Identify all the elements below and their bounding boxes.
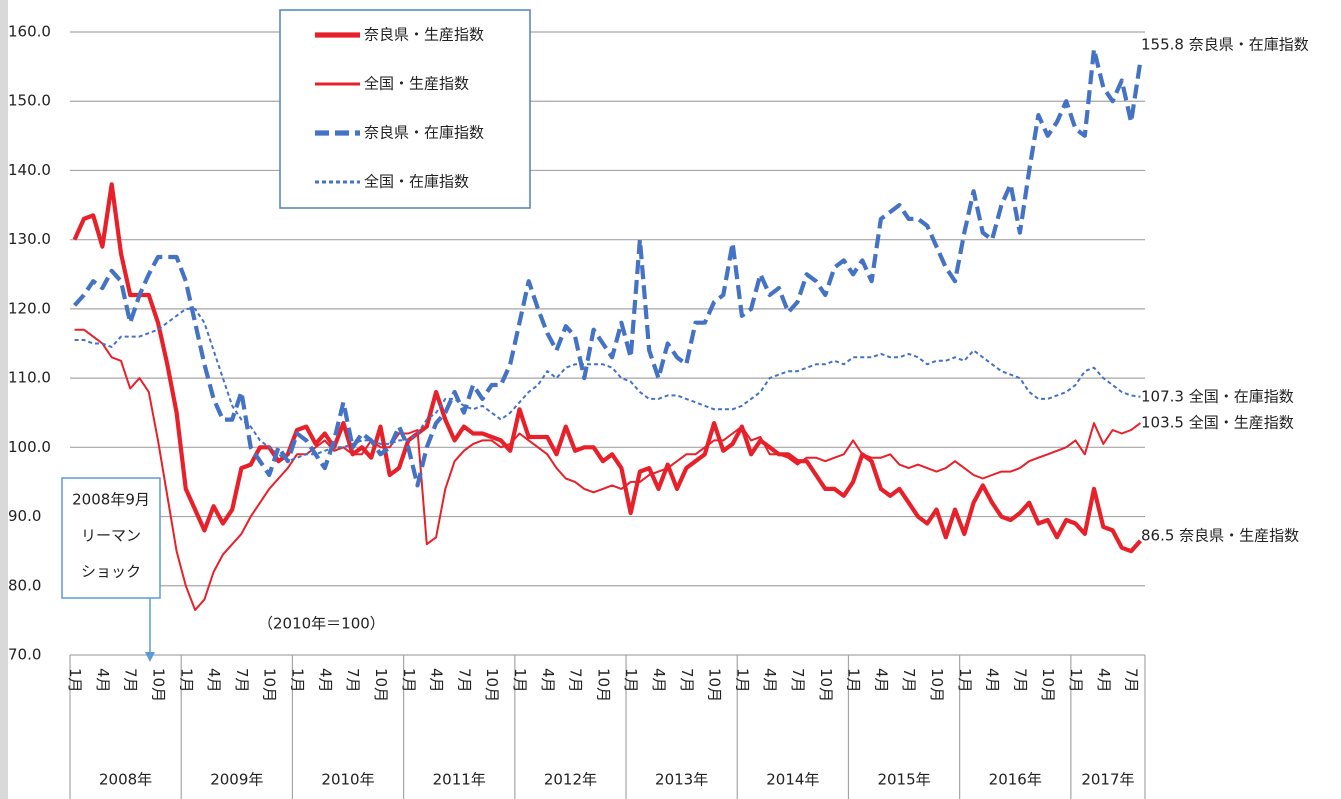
x-tick-label: 10月 [706,668,724,702]
x-tick-label: 4月 [1095,668,1113,693]
y-tick-label: 130.0 [8,230,51,248]
year-label: 2013年 [655,771,708,789]
legend-label: 奈良県・在庫指数 [364,124,484,142]
x-tick-label: 1月 [177,668,195,693]
base-note: （2010年＝100） [258,615,385,633]
y-tick-label: 140.0 [8,161,51,179]
labels: 70.0 80.0 90.0 100.0 110.0 120.0 130.0 140.0 150… [8,23,1309,789]
legend-box [279,9,531,209]
x-tick-label: 7月 [1011,668,1029,693]
y-tick-label: 120.0 [8,299,51,317]
end-label: 86.5 奈良県・生産指数 [1141,526,1299,544]
x-tick-label: 4月 [984,668,1002,693]
year-label: 2014年 [766,771,819,789]
x-tick-label: 1月 [511,668,529,693]
year-label: 2008年 [99,771,152,789]
end-label: 107.3 全国・在庫指数 [1141,387,1294,405]
year-label: 2009年 [210,771,263,789]
x-tick-label: 7月 [678,668,696,693]
year-label: 2017年 [1081,771,1134,789]
y-tick-label: 100.0 [8,438,51,456]
x-tick-label: 7月 [789,668,807,693]
x-tick-label: 10月 [1039,668,1057,702]
y-tick-label: 160.0 [8,23,51,41]
y-tick-label: 70.0 [8,646,41,664]
x-tick-label: 10月 [817,668,835,702]
year-label: 2016年 [989,771,1042,789]
event-note: ショック [81,563,141,581]
year-label: 2015年 [877,771,930,789]
series-line [74,307,1141,463]
x-tick-label: 4月 [428,668,446,693]
grid [69,31,1146,799]
left-border [0,0,8,799]
series-line [72,182,1142,554]
x-tick-label: 1月 [845,668,863,693]
x-tick-label: 4月 [94,668,112,693]
x-tick-label: 10月 [594,668,612,702]
x-tick-label: 1月 [400,668,418,693]
year-label: 2011年 [433,771,486,789]
x-tick-label: 4月 [316,668,334,693]
x-tick-label: 10月 [372,668,390,702]
x-tick-label: 1月 [66,668,84,693]
x-tick-label: 7月 [344,668,362,693]
x-tick-label: 1月 [1067,668,1085,693]
lines [72,47,1143,611]
x-tick-label: 10月 [261,668,279,702]
x-tick-label: 7月 [1123,668,1141,693]
x-tick-label: 4月 [761,668,779,693]
x-tick-label: 1月 [956,668,974,693]
event-note: 2008年9月 [72,491,150,509]
x-tick-label: 1月 [289,668,307,693]
x-tick-label: 10月 [928,668,946,702]
x-tick-label: 4月 [650,668,668,693]
x-tick-label: 4月 [539,668,557,693]
x-tick-label: 7月 [455,668,473,693]
x-tick-label: 7月 [900,668,918,693]
series-line [74,328,1141,611]
x-tick-label: 1月 [733,668,751,693]
legend-label: 奈良県・生産指数 [364,26,484,44]
x-tick-label: 10月 [483,668,501,702]
y-tick-label: 110.0 [8,369,51,387]
year-label: 2012年 [544,771,597,789]
x-tick-label: 7月 [233,668,251,693]
annotation-box [61,477,161,599]
x-tick-label: 7月 [122,668,140,693]
x-tick-label: 7月 [567,668,585,693]
x-tick-label: 4月 [872,668,890,693]
legend-label: 全国・在庫指数 [364,173,469,191]
series-line [73,47,1143,488]
legend-label: 全国・生産指数 [364,75,469,93]
y-tick-label: 80.0 [8,576,41,594]
y-tick-label: 90.0 [8,507,41,525]
event-note: リーマン [81,527,141,545]
year-label: 2010年 [321,771,374,789]
end-label: 103.5 全国・生産指数 [1141,414,1294,432]
x-tick-label: 4月 [205,668,223,693]
annotation-arrowhead [145,652,155,662]
x-tick-label: 10月 [150,668,168,702]
end-label: 155.8 奈良県・在庫指数 [1141,36,1309,54]
y-tick-label: 150.0 [8,92,51,110]
x-tick-label: 1月 [622,668,640,693]
